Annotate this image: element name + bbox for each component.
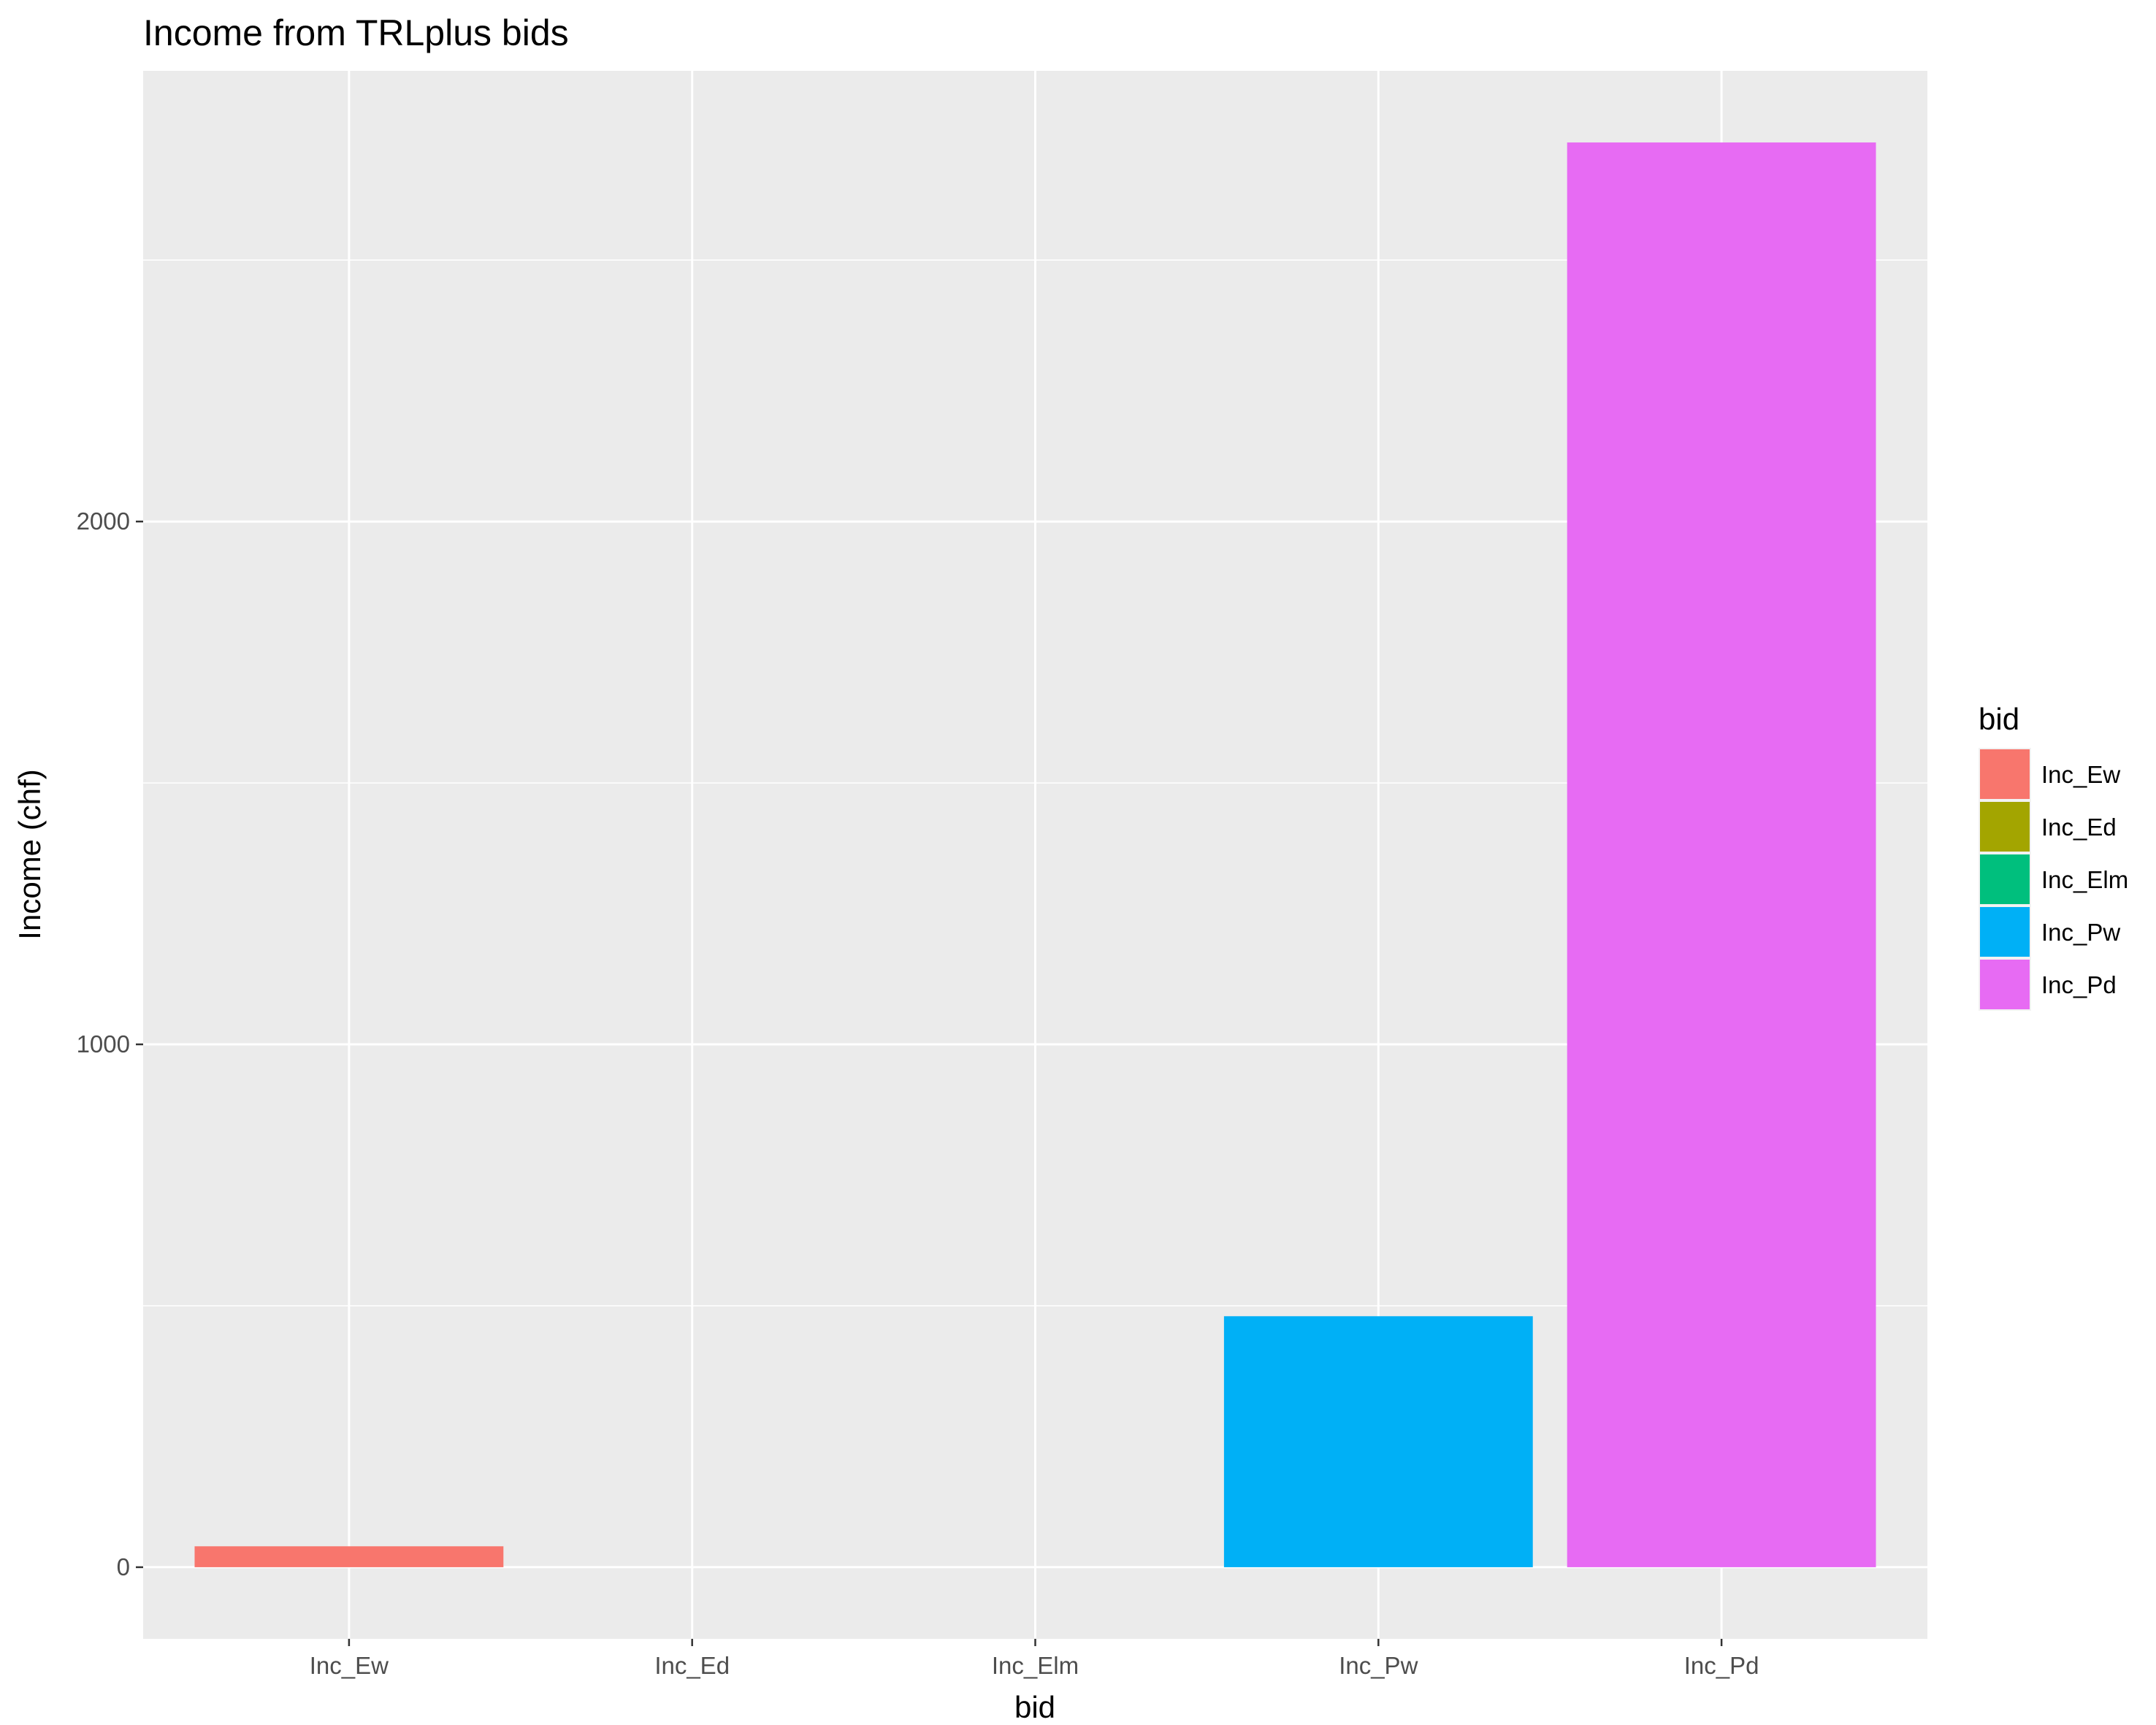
- legend-swatch: [1980, 749, 2030, 799]
- y-tick-label: 2000: [77, 508, 130, 535]
- legend-label: Inc_Ed: [2041, 814, 2117, 841]
- y-tick-label: 1000: [77, 1030, 130, 1057]
- x-tick-label: Inc_Ew: [310, 1652, 389, 1679]
- legend-label: Inc_Elm: [2041, 866, 2128, 893]
- legend-swatch: [1980, 854, 2030, 904]
- x-tick-label: Inc_Elm: [992, 1652, 1079, 1679]
- legend-label: Inc_Pw: [2041, 919, 2120, 946]
- legend-swatch: [1980, 960, 2030, 1009]
- y-axis: 0 1000 2000: [77, 508, 143, 1580]
- bar-inc-pw: [1223, 1316, 1533, 1567]
- x-tick-label: Inc_Ed: [654, 1652, 730, 1679]
- x-tick-label: Inc_Pw: [1339, 1652, 1418, 1679]
- x-axis-title: bid: [1014, 1690, 1055, 1724]
- legend-swatch: [1980, 802, 2030, 852]
- y-axis-title: Income (chf): [12, 769, 47, 939]
- legend-label: Inc_Ew: [2041, 761, 2120, 788]
- bar-inc-ew: [194, 1546, 504, 1567]
- legend-swatch: [1980, 907, 2030, 957]
- x-axis: Inc_Ew Inc_Ed Inc_Elm Inc_Pw Inc_Pd: [310, 1639, 1759, 1679]
- legend-title: bid: [1979, 702, 2019, 736]
- bars: [194, 142, 1876, 1567]
- legend-items: Inc_Ew Inc_Ed Inc_Elm Inc_Pw Inc_Pd: [1979, 748, 2128, 1011]
- x-tick-label: Inc_Pd: [1684, 1652, 1759, 1679]
- legend: bid Inc_Ew Inc_Ed Inc_Elm Inc_Pw Inc_Pd: [1979, 702, 2128, 1011]
- bar-inc-pd: [1567, 142, 1876, 1567]
- chart-title: Income from TRLplus bids: [143, 12, 569, 53]
- legend-label: Inc_Pd: [2041, 971, 2117, 998]
- y-tick-label: 0: [117, 1553, 130, 1580]
